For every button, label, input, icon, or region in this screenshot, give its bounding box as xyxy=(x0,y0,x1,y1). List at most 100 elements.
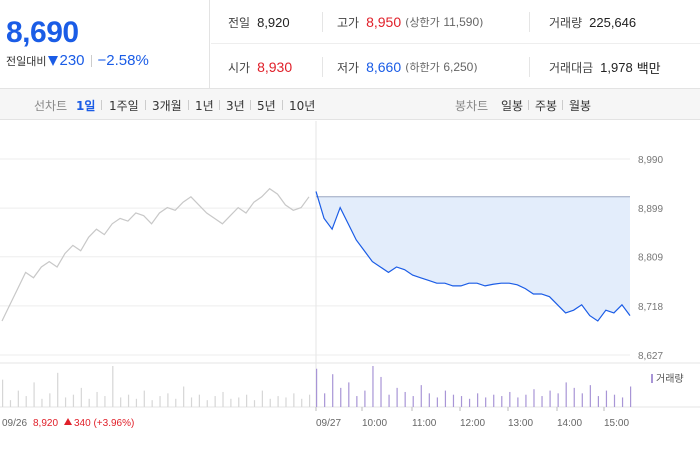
tab-daily-candle[interactable]: 일봉 xyxy=(501,99,524,113)
stat-value: 225,646 xyxy=(589,14,637,30)
volume-bar xyxy=(420,385,422,407)
volume-bar xyxy=(621,397,624,407)
volume-bar xyxy=(198,394,200,407)
stat-value: 8,930 xyxy=(257,59,293,75)
volume-bar xyxy=(597,396,599,407)
volume-bar xyxy=(238,397,240,407)
volume-bar xyxy=(127,394,130,407)
tab-divider xyxy=(528,100,529,110)
volume-bar xyxy=(120,397,122,407)
volume-bar xyxy=(112,366,114,407)
x-tick-label: 10:00 xyxy=(362,418,387,429)
x-axis-ticks: 09/27 10:00 11:00 12:00 13:00 14:00 15:00 xyxy=(315,407,629,429)
tab-divider xyxy=(145,100,146,110)
volume-bar xyxy=(573,387,575,407)
x-tick-label: 15:00 xyxy=(604,418,629,429)
volume-bar xyxy=(630,386,632,407)
volume-bar xyxy=(533,389,535,407)
area-fill xyxy=(316,191,630,321)
stat-label: 전일 xyxy=(228,15,251,30)
line-chart-label: 선차트 xyxy=(34,99,68,113)
stat-volume: 거래량 225,646 xyxy=(549,0,636,44)
volume-bar xyxy=(428,393,430,407)
volume-bar xyxy=(452,394,455,407)
volume-bar xyxy=(167,393,169,407)
volume-bar xyxy=(96,391,98,407)
lower-limit-value: 6,250 xyxy=(443,60,474,74)
volume-bar xyxy=(190,397,193,407)
volume-bar xyxy=(41,398,43,407)
stat-value: 8,660 xyxy=(366,59,402,75)
x-tick-label: 11:00 xyxy=(412,418,437,429)
volume-bar xyxy=(285,397,287,407)
volume-bar xyxy=(80,387,82,407)
volume-bar xyxy=(525,394,527,407)
quote-header: 8,690 전일대비 230 −2.58% 전일 8,920 고가 8,950 … xyxy=(0,0,700,89)
price-stats: 전일 8,920 고가 8,950 (상한가 11,590) 거래량 225,6… xyxy=(211,0,700,89)
up-triangle-icon xyxy=(64,418,72,425)
volume-bar xyxy=(468,398,471,407)
volume-bar xyxy=(214,396,216,407)
stat-trade-value: 거래대금 1,978 백만 xyxy=(549,45,661,89)
stat-label: 거래량 xyxy=(549,15,583,30)
lower-limit-label: 하한가 xyxy=(409,61,440,74)
current-price-panel: 8,690 전일대비 230 −2.58% xyxy=(0,0,210,89)
tab-1week[interactable]: 1주일 xyxy=(109,99,139,113)
y-tick-label: 8,990 xyxy=(638,155,663,166)
change-percent: −2.58% xyxy=(97,52,149,69)
volume-bar xyxy=(72,394,75,407)
column-divider xyxy=(322,57,323,77)
volume-bar xyxy=(261,390,263,407)
volume-bar xyxy=(356,396,358,407)
volume-bar xyxy=(269,398,271,407)
tab-divider xyxy=(562,100,563,110)
volume-bar xyxy=(549,390,551,407)
x-tick-label: 13:00 xyxy=(508,418,533,429)
x-tick-label: 09/27 xyxy=(316,418,341,429)
stat-label: 저가 xyxy=(337,60,360,75)
stat-prev-close: 전일 8,920 xyxy=(228,0,290,44)
volume-bar xyxy=(64,397,67,407)
upper-limit: (상한가 11,590) xyxy=(405,15,484,29)
volume-bar xyxy=(613,394,616,407)
tab-monthly-candle[interactable]: 월봉 xyxy=(569,99,592,113)
volume-bar xyxy=(589,385,591,407)
price-chart-svg: 8,990 8,899 8,809 8,718 8,627 09/27 10:00 11:0… xyxy=(0,121,700,429)
y-axis-ticks: 8,990 8,899 8,809 8,718 8,627 xyxy=(638,155,663,362)
volume-legend: 거래량 xyxy=(656,373,684,385)
x-tick-label: 14:00 xyxy=(557,418,582,429)
tab-3year[interactable]: 3년 xyxy=(226,99,245,113)
volume-bar xyxy=(460,396,463,407)
volume-bar xyxy=(293,393,295,407)
column-divider xyxy=(322,12,323,32)
volume-bar xyxy=(557,393,559,407)
tab-1year[interactable]: 1년 xyxy=(195,99,214,113)
tab-5year[interactable]: 5년 xyxy=(257,99,276,113)
tab-divider xyxy=(250,100,251,110)
down-triangle-icon xyxy=(48,55,59,66)
tab-divider xyxy=(219,100,220,110)
volume-bar xyxy=(388,394,390,407)
tab-weekly-candle[interactable]: 주봉 xyxy=(535,99,558,113)
volume-bar xyxy=(605,390,608,407)
volume-bar xyxy=(49,393,51,407)
volume-bar xyxy=(436,397,438,407)
stat-label: 시가 xyxy=(228,60,251,75)
volume-bar xyxy=(277,396,279,407)
tab-divider xyxy=(282,100,283,110)
tab-1day[interactable]: 1일 xyxy=(76,99,96,113)
candle-chart-label: 봉차트 xyxy=(455,99,489,113)
volume-bar xyxy=(404,391,406,407)
y-tick-label: 8,627 xyxy=(638,351,663,362)
volume-bar xyxy=(444,390,447,407)
price-change-row: 전일대비 230 −2.58% xyxy=(6,52,149,69)
volume-bar xyxy=(206,400,208,407)
volume-bar xyxy=(57,372,59,407)
stat-label: 고가 xyxy=(337,15,360,30)
volume-bar xyxy=(324,393,326,407)
tab-3month[interactable]: 3개월 xyxy=(152,99,182,113)
tab-10year[interactable]: 10년 xyxy=(289,99,316,113)
volume-bar xyxy=(104,396,106,407)
stats-row-1: 전일 8,920 고가 8,950 (상한가 11,590) 거래량 225,6… xyxy=(211,0,700,44)
volume-bar xyxy=(2,379,4,407)
